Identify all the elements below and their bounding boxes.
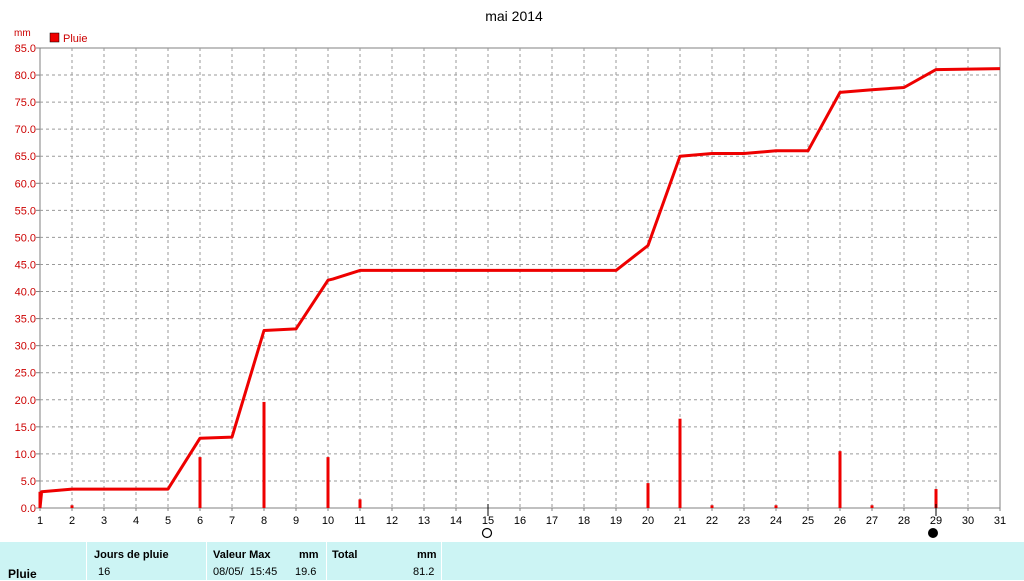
daily-rain-bar — [70, 505, 74, 508]
legend-swatch — [49, 32, 60, 43]
x-tick-label: 13 — [418, 515, 430, 527]
y-tick-label: 75.0 — [15, 97, 36, 109]
y-tick-label: 5.0 — [21, 476, 36, 488]
y-tick-label: 15.0 — [15, 422, 36, 434]
x-tick-label: 18 — [578, 515, 590, 527]
summary-table: Pluie Jours de pluie 16 Valeur Max mm 08… — [0, 542, 1024, 581]
y-unit-label: mm — [14, 28, 31, 39]
y-tick-label: 30.0 — [15, 341, 36, 353]
y-tick-label: 80.0 — [15, 70, 36, 82]
y-tick-label: 55.0 — [15, 205, 36, 217]
x-tick-label: 5 — [165, 515, 171, 527]
daily-rain-bar — [678, 418, 682, 508]
chart-title: mai 2014 — [485, 8, 543, 24]
y-tick-label: 20.0 — [15, 395, 36, 407]
daily-rain-bar — [262, 401, 266, 508]
total-cell: Total mm 81.2 — [326, 542, 442, 580]
x-tick-label: 16 — [514, 515, 526, 527]
daily-rain-bar — [870, 505, 874, 508]
daily-rain-bar — [198, 457, 202, 508]
daily-rain-bar — [358, 499, 362, 508]
y-tick-label: 50.0 — [15, 232, 36, 244]
y-tick-label: 40.0 — [15, 287, 36, 299]
x-tick-label: 27 — [866, 515, 878, 527]
daily-rain-bar — [934, 489, 938, 508]
x-tick-label: 12 — [386, 515, 398, 527]
x-tick-label: 15 — [482, 515, 494, 527]
y-tick-label: 10.0 — [15, 449, 36, 461]
y-tick-label: 25.0 — [15, 368, 36, 380]
rain-days-header: Jours de pluie — [94, 549, 169, 561]
x-tick-label: 28 — [898, 515, 910, 527]
x-tick-label: 2 — [69, 515, 75, 527]
max-header: Valeur Max — [213, 549, 271, 561]
x-tick-label: 1 — [37, 515, 43, 527]
x-tick-label: 11 — [354, 515, 365, 527]
max-value: 19.6 — [295, 566, 317, 578]
total-value: 81.2 — [413, 566, 435, 578]
x-tick-label: 29 — [930, 515, 942, 527]
x-tick-label: 31 — [994, 515, 1006, 527]
new-moon-icon — [928, 528, 938, 538]
daily-rain-bar — [710, 505, 714, 508]
x-tick-label: 14 — [450, 515, 462, 527]
full-moon-icon — [481, 527, 493, 539]
rain-chart: 0.0 5.0 10.0 15.0 20.0 25.0 30.0 35.0 40.0 45.0 50… — [14, 8, 1006, 539]
legend-label: Pluie — [63, 33, 87, 45]
daily-rain-bar — [326, 457, 330, 508]
x-tick-label: 20 — [642, 515, 654, 527]
y-tick-label: 85.0 — [15, 43, 36, 55]
y-tick-label: 65.0 — [15, 151, 36, 163]
y-tick-label: 0.0 — [21, 503, 36, 515]
x-tick-label: 25 — [802, 515, 814, 527]
total-header: Total — [332, 549, 358, 561]
x-tick-label: 23 — [738, 515, 750, 527]
x-tick-label: 8 — [261, 515, 267, 527]
summary-row-label: Pluie — [8, 567, 37, 581]
x-tick-label: 9 — [293, 515, 299, 527]
x-tick-label: 7 — [229, 515, 235, 527]
y-tick-label: 45.0 — [15, 259, 36, 271]
x-tick-label: 19 — [610, 515, 622, 527]
x-tick-label: 17 — [546, 515, 558, 527]
daily-rain-bar — [838, 451, 842, 508]
x-tick-label: 3 — [101, 515, 107, 527]
x-tick-label: 4 — [133, 515, 139, 527]
y-tick-label: 35.0 — [15, 314, 36, 326]
max-datetime: 08/05/ 15:45 — [213, 566, 278, 578]
max-unit: mm — [299, 549, 319, 561]
x-tick-label: 30 — [962, 515, 974, 527]
cumulative-rain-line — [38, 67, 1001, 509]
rain-days-cell: Jours de pluie 16 — [86, 542, 206, 580]
daily-rain-bar — [646, 483, 650, 508]
max-value-cell: Valeur Max mm 08/05/ 15:45 19.6 — [206, 542, 326, 580]
daily-rain-bar — [774, 505, 778, 508]
y-tick-label: 70.0 — [15, 124, 36, 136]
rain-days-value: 16 — [98, 566, 111, 578]
x-tick-label: 26 — [834, 515, 846, 527]
x-tick-label: 21 — [674, 515, 686, 527]
total-unit: mm — [417, 549, 437, 561]
x-tick-label: 24 — [770, 515, 782, 527]
y-tick-label: 60.0 — [15, 178, 36, 190]
x-tick-label: 10 — [322, 515, 334, 527]
x-tick-label: 6 — [197, 515, 203, 527]
x-tick-label: 22 — [706, 515, 718, 527]
